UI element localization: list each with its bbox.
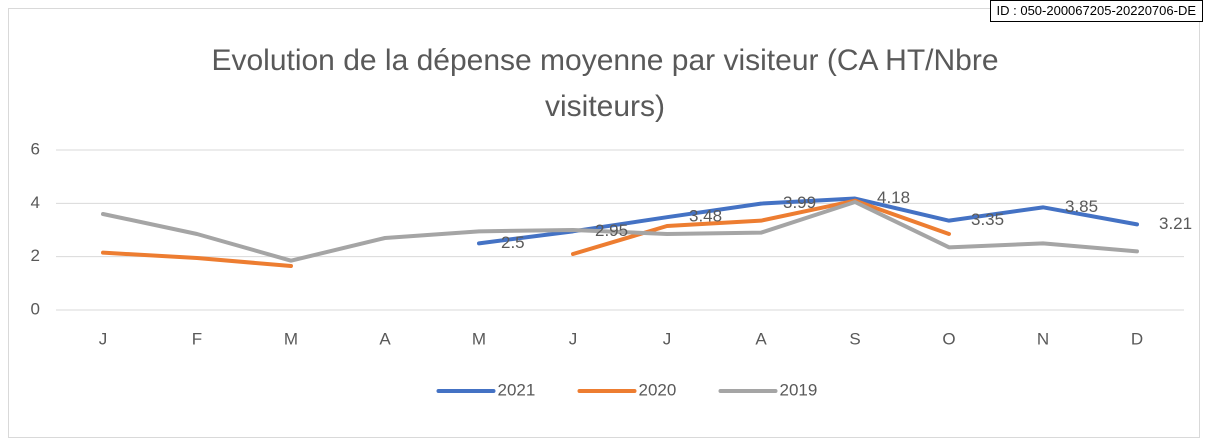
x-tick-label: A: [755, 329, 767, 348]
chart-title: Evolution de la dépense moyenne par visi…: [211, 44, 999, 123]
y-tick-label: 6: [31, 139, 40, 158]
y-tick-label: 0: [31, 299, 40, 318]
data-label: 3.85: [1065, 197, 1098, 216]
data-label: 3.21: [1159, 214, 1192, 233]
legend-label: 2020: [639, 380, 677, 399]
series-line: [101, 200, 1139, 263]
data-label: 3.48: [689, 207, 722, 226]
x-tick-label: J: [99, 329, 108, 348]
x-tick-label: A: [379, 329, 391, 348]
id-stamp: ID : 050-200067205-20220706-DE: [989, 0, 1203, 22]
x-tick-label: D: [1131, 329, 1143, 348]
x-tick-label: F: [192, 329, 202, 348]
data-label: 3.99: [783, 193, 816, 212]
x-tick-label: M: [284, 329, 298, 348]
data-label: 2.95: [595, 221, 628, 240]
legend-label: 2021: [498, 380, 536, 399]
x-tick-label: M: [472, 329, 486, 348]
series-line: [101, 198, 951, 268]
x-tick-label: O: [942, 329, 955, 348]
data-label: 3.35: [971, 210, 1004, 229]
data-label: 4.18: [877, 188, 910, 207]
x-tick-label: N: [1037, 329, 1049, 348]
x-tick-label: J: [663, 329, 672, 348]
y-tick-label: 2: [31, 246, 40, 265]
x-tick-label: S: [849, 329, 860, 348]
legend-label: 2019: [780, 380, 818, 399]
x-tick-label: J: [569, 329, 578, 348]
y-tick-label: 4: [31, 193, 40, 212]
data-label: 2.5: [501, 233, 525, 252]
